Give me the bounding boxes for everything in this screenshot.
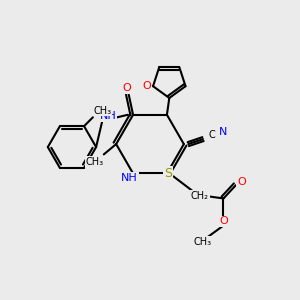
Text: S: S bbox=[164, 167, 172, 180]
Text: C: C bbox=[208, 130, 215, 140]
Text: CH₃: CH₃ bbox=[86, 157, 104, 167]
Text: O: O bbox=[123, 83, 132, 93]
Text: NH: NH bbox=[121, 173, 138, 183]
Text: NH: NH bbox=[100, 111, 116, 121]
Text: CH₃: CH₃ bbox=[193, 237, 211, 247]
Text: N: N bbox=[218, 127, 227, 137]
Text: CH₂: CH₂ bbox=[191, 190, 209, 200]
Text: O: O bbox=[237, 177, 246, 187]
Text: CH₃: CH₃ bbox=[93, 106, 111, 116]
Text: O: O bbox=[219, 216, 228, 226]
Text: O: O bbox=[142, 81, 151, 91]
